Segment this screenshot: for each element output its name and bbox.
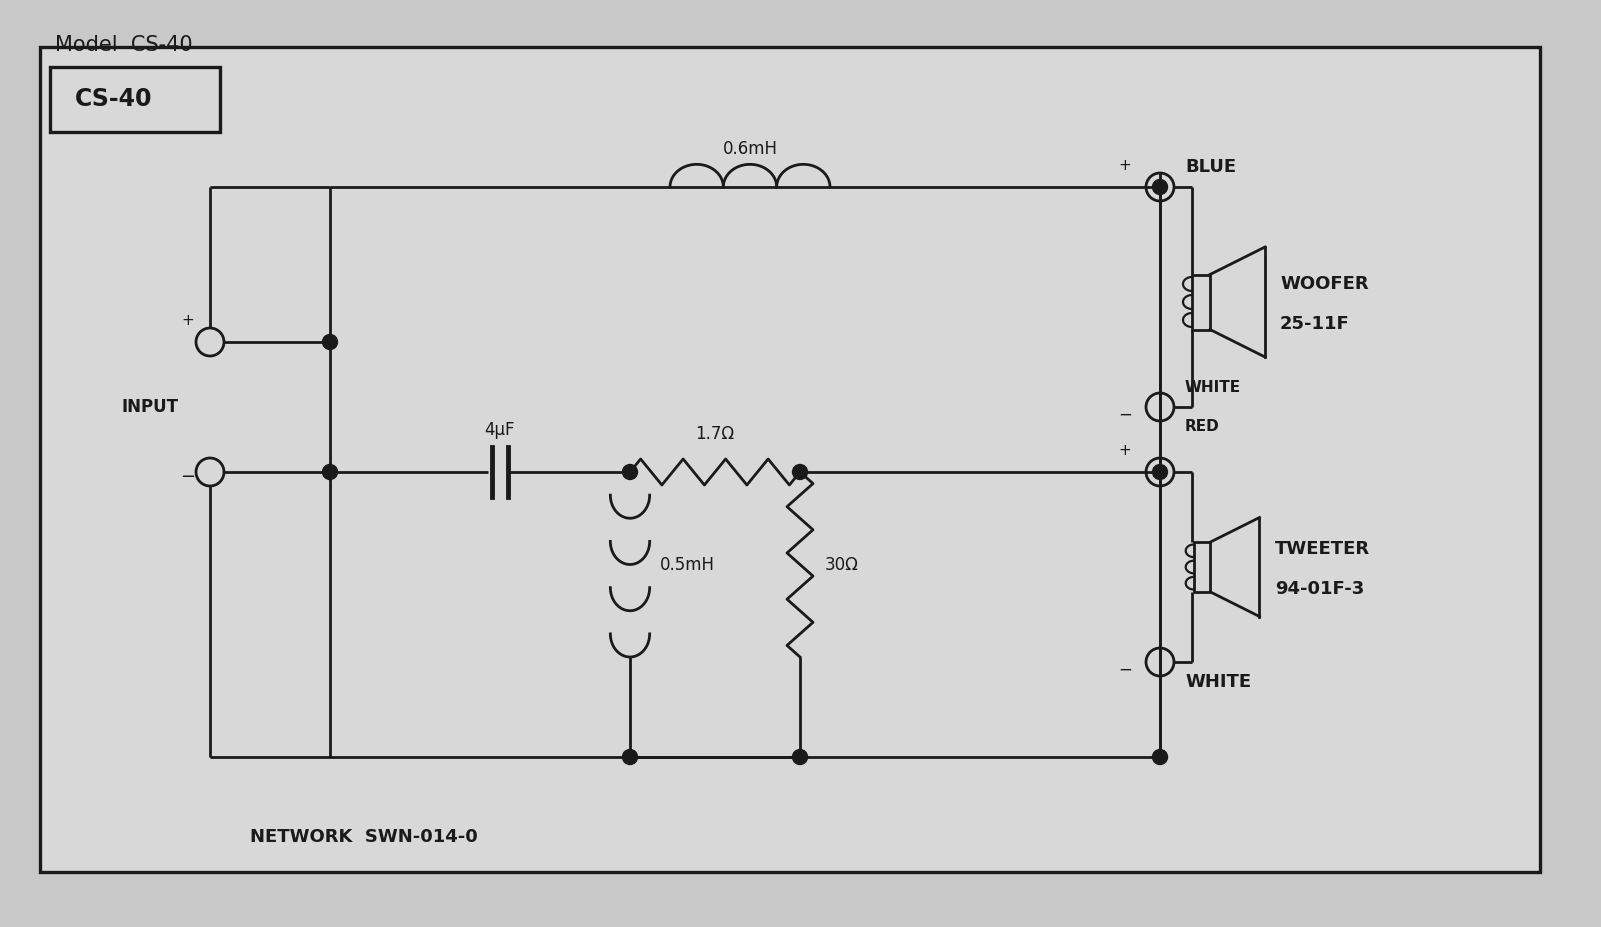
Text: −: −: [181, 468, 195, 486]
Text: −: −: [1117, 406, 1132, 424]
Text: 0.5mH: 0.5mH: [660, 555, 716, 574]
Bar: [40, 47, 1540, 872]
Text: +: +: [1119, 442, 1132, 458]
Text: −: −: [1117, 661, 1132, 679]
Text: +: +: [1119, 158, 1132, 172]
Circle shape: [322, 464, 338, 479]
Text: CS-40: CS-40: [75, 87, 152, 111]
Text: 25-11F: 25-11F: [1281, 315, 1350, 333]
Text: NETWORK  SWN-014-0: NETWORK SWN-014-0: [250, 828, 477, 846]
Text: TWEETER: TWEETER: [1274, 540, 1370, 558]
Text: WHITE: WHITE: [1185, 380, 1241, 395]
Bar: [1194, 542, 1210, 591]
Text: 4μF: 4μF: [485, 421, 516, 439]
Circle shape: [1153, 464, 1167, 479]
Text: 94-01F-3: 94-01F-3: [1274, 580, 1364, 598]
Text: 30Ω: 30Ω: [825, 555, 858, 574]
Circle shape: [322, 335, 338, 349]
Circle shape: [623, 750, 637, 765]
Text: Model  CS-40: Model CS-40: [54, 35, 192, 55]
Bar: [50, 67, 219, 132]
Text: BLUE: BLUE: [1185, 158, 1236, 176]
Text: RED: RED: [1185, 419, 1220, 434]
Circle shape: [1153, 750, 1167, 765]
Circle shape: [792, 464, 807, 479]
Text: +: +: [181, 312, 194, 327]
Text: INPUT: INPUT: [122, 398, 178, 416]
Text: 0.6mH: 0.6mH: [722, 140, 778, 158]
Text: WOOFER: WOOFER: [1281, 275, 1369, 293]
Bar: [1193, 274, 1210, 329]
Circle shape: [623, 464, 637, 479]
Circle shape: [792, 750, 807, 765]
Text: WHITE: WHITE: [1185, 673, 1250, 691]
Circle shape: [1153, 180, 1167, 195]
Text: 1.7Ω: 1.7Ω: [695, 425, 735, 443]
